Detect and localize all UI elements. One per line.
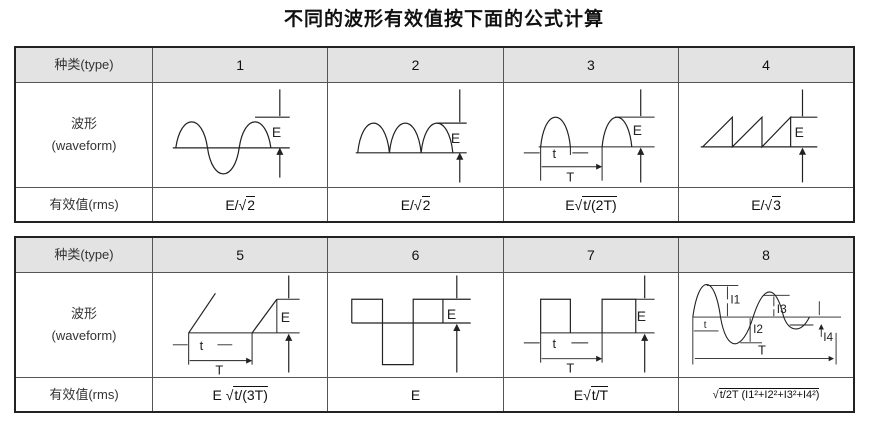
svg-text:E: E (281, 309, 290, 325)
type-number: 5 (151, 236, 329, 273)
svg-text:I1: I1 (730, 292, 740, 306)
svg-text:E: E (633, 122, 642, 138)
type-label: 种类(type) (14, 46, 153, 83)
svg-text:I3: I3 (777, 302, 787, 316)
type-number: 4 (678, 46, 855, 83)
svg-text:E: E (637, 308, 646, 324)
svg-text:t: t (704, 320, 707, 331)
svg-text:E: E (272, 124, 281, 140)
rms-formula: E√t/T (502, 377, 680, 413)
type-number: 2 (327, 46, 504, 83)
svg-text:t: t (552, 146, 556, 161)
page-title: 不同的波形有效值按下面的公式计算 (283, 8, 604, 30)
complex-waveform: I1 I2 I3 I4 t T (678, 272, 855, 378)
rms-formula: E/√2 (151, 187, 329, 223)
svg-text:T: T (215, 363, 223, 377)
rms-formula: √t/2T (I1²+I2²+I3²+I4²) (678, 377, 855, 413)
type-number: 1 (151, 46, 329, 83)
rms-label: 有效值(rms) (14, 377, 153, 413)
svg-text:E: E (451, 130, 460, 146)
rms-formula: E (327, 377, 504, 413)
sawtooth-waveform: E (678, 82, 855, 188)
type-number: 3 (502, 46, 680, 83)
rms-formula: E/√3 (678, 187, 855, 223)
type-number: 8 (678, 236, 855, 273)
svg-text:T: T (566, 361, 574, 376)
rms-formula: E √t/(3T) (151, 377, 329, 413)
rms-formula: E/√2 (327, 187, 504, 223)
square-waveform: E (327, 272, 504, 378)
svg-text:I4: I4 (823, 330, 833, 344)
svg-text:E: E (795, 124, 804, 140)
svg-text:T: T (758, 343, 766, 358)
waveform-label: 波形 (waveform) (14, 272, 153, 378)
sine-waveform: E (151, 82, 329, 188)
waveform-label: 波形 (waveform) (14, 82, 153, 188)
type-number: 6 (327, 236, 504, 273)
rms-label: 有效值(rms) (14, 187, 153, 223)
svg-text:T: T (566, 170, 574, 185)
type-number: 7 (502, 236, 680, 273)
type-label: 种类(type) (14, 236, 153, 273)
svg-text:t: t (200, 338, 204, 353)
svg-text:E: E (447, 306, 456, 322)
svg-text:I2: I2 (753, 322, 763, 336)
full-wave-rectified-waveform: E (327, 82, 504, 188)
rms-formula: E√t/(2T) (502, 187, 680, 223)
svg-text:t: t (552, 336, 556, 351)
